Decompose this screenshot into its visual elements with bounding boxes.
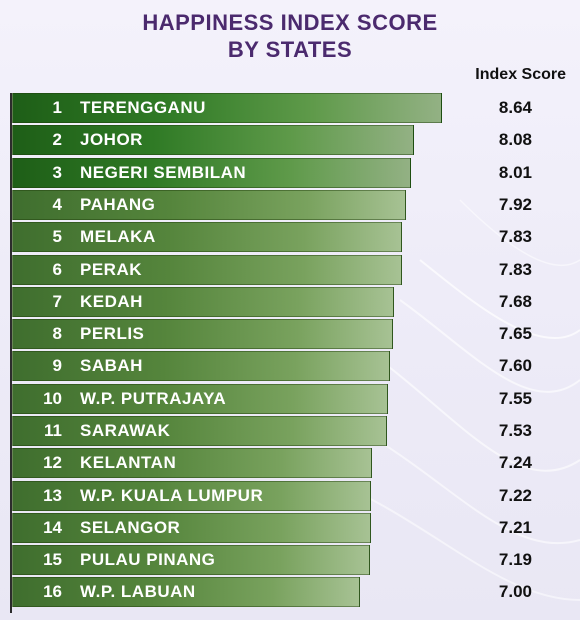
score-value: 7.24	[498, 453, 532, 472]
rank-label: 4	[52, 195, 62, 214]
bar-w-p-putrajaya	[12, 384, 388, 414]
bar-pulau-pinang	[12, 545, 370, 575]
rank-label: 16	[43, 582, 62, 601]
chart-title-line-2: BY STATES	[227, 37, 353, 62]
rank-label: 2	[52, 130, 62, 149]
bar-sarawak	[12, 416, 387, 446]
bar-pahang	[12, 190, 406, 220]
bar-w-p-kuala-lumpur	[12, 481, 371, 511]
rank-label: 3	[52, 163, 62, 182]
bar-kedah	[12, 287, 394, 317]
rank-label: 8	[52, 324, 62, 343]
score-value: 7.65	[498, 324, 532, 343]
score-value: 7.60	[498, 356, 532, 375]
bar-perak	[12, 255, 402, 285]
rank-label: 14	[43, 518, 62, 537]
score-value: 7.83	[498, 260, 532, 279]
rank-label: 11	[44, 421, 62, 440]
score-value: 7.83	[498, 227, 532, 246]
score-value: 7.19	[498, 550, 532, 569]
chart-axis-line	[10, 93, 12, 613]
bar-selangor	[12, 513, 371, 543]
state-label: PULAU PINANG	[80, 550, 216, 569]
bar-chart: 1 TERENGGANU 8.64 2 JOHOR 8.08 3 NEGERI SEMBILA…	[0, 93, 580, 615]
bar-negeri-sembilan	[12, 158, 411, 188]
state-label: PAHANG	[80, 195, 156, 214]
state-label: W.P. LABUAN	[80, 582, 196, 601]
state-label: PERLIS	[80, 324, 145, 343]
bar-johor	[12, 125, 414, 155]
state-label: TERENGGANU	[80, 98, 206, 117]
rank-label: 5	[52, 227, 62, 246]
bar-sabah	[12, 351, 390, 381]
state-label: SABAH	[80, 356, 143, 375]
rank-label: 6	[52, 260, 62, 279]
bar-perlis	[12, 319, 393, 349]
state-label: SARAWAK	[80, 421, 171, 440]
rank-label: 7	[52, 292, 62, 311]
score-value: 7.55	[498, 389, 532, 408]
score-value: 8.01	[498, 163, 532, 182]
bar-melaka	[12, 222, 402, 252]
rank-label: 10	[43, 389, 62, 408]
state-label: KELANTAN	[80, 453, 177, 472]
bar-terengganu	[12, 93, 442, 123]
state-label: W.P. KUALA LUMPUR	[80, 486, 264, 505]
rank-label: 12	[43, 453, 62, 472]
state-label: W.P. PUTRAJAYA	[80, 389, 227, 408]
score-value: 7.21	[498, 518, 532, 537]
score-value: 7.53	[498, 421, 532, 440]
chart-title-line-1: HAPPINESS INDEX SCORE	[142, 10, 438, 35]
state-label: NEGERI SEMBILAN	[80, 163, 247, 182]
rank-label: 15	[43, 550, 62, 569]
index-score-header: Index Score	[475, 66, 566, 83]
score-value: 8.64	[498, 98, 532, 117]
score-value: 7.00	[498, 582, 532, 601]
state-label: MELAKA	[80, 227, 156, 246]
bar-kelantan	[12, 448, 372, 478]
bar-w-p-labuan	[12, 577, 360, 607]
rank-label: 9	[52, 356, 62, 375]
rank-label: 1	[52, 98, 62, 117]
score-value: 7.92	[498, 195, 532, 214]
score-value: 7.68	[498, 292, 532, 311]
score-value: 8.08	[498, 130, 532, 149]
score-value: 7.22	[498, 486, 532, 505]
state-label: KEDAH	[80, 292, 143, 311]
rank-label: 13	[43, 486, 62, 505]
state-label: JOHOR	[80, 130, 143, 149]
state-label: SELANGOR	[80, 518, 181, 537]
state-label: PERAK	[80, 260, 143, 279]
